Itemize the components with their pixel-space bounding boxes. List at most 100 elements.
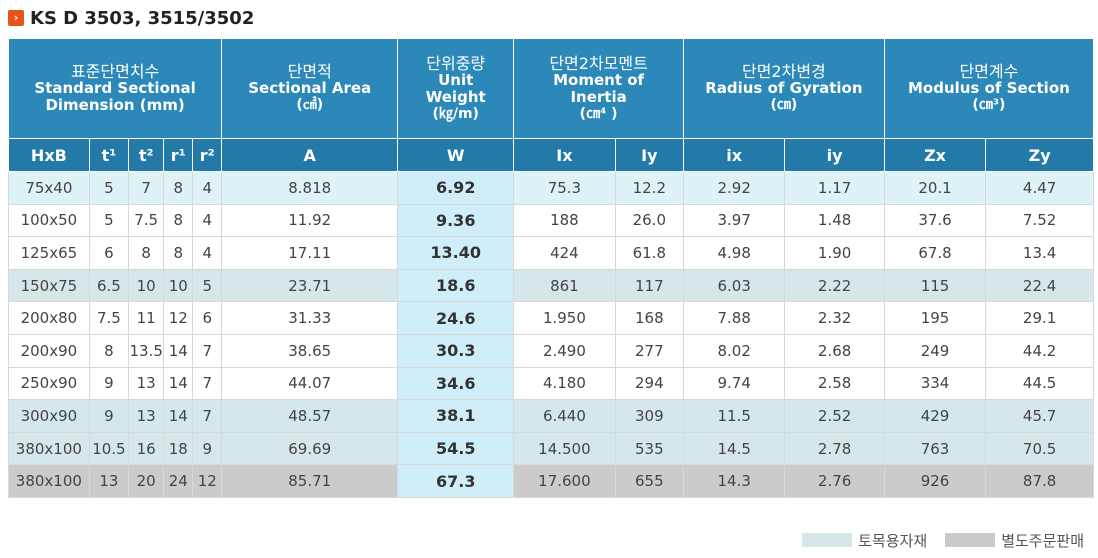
table-cell: 14.5 (682, 431, 786, 466)
header-gyration-unit: (㎝) (770, 97, 798, 113)
column-header: Ix (513, 138, 616, 172)
table-cell: 1.90 (784, 236, 885, 270)
table-cell: 7.5 (128, 203, 165, 238)
table-cell: 8 (163, 171, 194, 205)
table-cell: 117 (614, 268, 684, 303)
table-cell: 763 (883, 431, 987, 466)
table-cell: 6.5 (88, 268, 130, 303)
header-inertia-unit: (㎝⁴ ) (579, 105, 618, 122)
header-modulus-en: Modulus of Section (907, 79, 1070, 97)
table-cell: 12 (192, 464, 223, 498)
table-cell: 8.02 (682, 333, 786, 368)
table-cell: 13 (88, 464, 130, 498)
table-cell: 168 (614, 301, 684, 335)
header-dimension: 표준단면치수 Standard Sectional Dimension (mm) (7, 38, 223, 139)
table-cell: 69.69 (221, 431, 399, 466)
table-cell: 17.11 (221, 236, 399, 270)
column-header: t¹ (88, 138, 130, 172)
table-cell: 1.950 (513, 301, 616, 335)
table-cell: 44.5 (985, 366, 1094, 401)
table-cell: 9 (88, 366, 130, 401)
table-cell: 17.600 (513, 464, 616, 498)
table-cell: 424 (513, 236, 616, 270)
table-row: 300x90 9 13 14 7 48.57 38.1 6.440 309 11.5 2.52 429… (8, 399, 1094, 433)
table-cell: 8 (163, 236, 194, 270)
legend-label: 토목용자재 (858, 531, 928, 550)
table-cell: 7 (192, 366, 223, 401)
column-header: A (221, 138, 399, 172)
table-cell: 9.36 (397, 203, 515, 238)
table-body: 75x40 5 7 8 4 8.818 6.92 75.3 12.2 2.92 1.17 20.1 4.… (8, 171, 1094, 498)
table-cell: 334 (883, 366, 987, 401)
column-header-row: HxB t¹ t² r¹ r² A W Ix Iy ix iy Zx Zy (8, 138, 1094, 172)
table-cell: 429 (883, 399, 987, 433)
table-cell: 655 (614, 464, 684, 498)
table-cell: 5 (192, 268, 223, 303)
header-weight-en1: Unit (438, 70, 474, 89)
table-cell: 14 (163, 333, 194, 368)
table-cell: 150x75 (8, 268, 90, 303)
table-cell: 2.490 (513, 333, 616, 368)
table-cell: 29.1 (985, 301, 1094, 335)
table-cell: 7.5 (88, 301, 130, 335)
table-cell: 2.52 (784, 399, 885, 433)
table-row: 200x80 7.5 11 12 6 31.33 24.6 1.950 168 7.88 2.32 1… (8, 301, 1094, 335)
table-cell: 31.33 (221, 301, 399, 335)
table-cell: 26.0 (614, 203, 684, 238)
table-cell: 18 (163, 431, 194, 466)
table-cell: 6.440 (513, 399, 616, 433)
header-gyration-ko: 단면2차변경 (741, 62, 826, 81)
table-cell: 9 (192, 431, 223, 466)
table-cell: 7 (192, 399, 223, 433)
table-row: 150x75 6.5 10 10 5 23.71 18.6 861 117 6.03 2.22 115… (8, 268, 1094, 303)
table-cell: 115 (883, 268, 987, 303)
table-cell: 2.92 (682, 171, 786, 205)
table-cell: 535 (614, 431, 684, 466)
header-modulus: 단면계수 Modulus of Section (㎝³) (883, 38, 1095, 139)
legend-swatch (945, 533, 996, 547)
header-inertia-en2: Inertia (570, 87, 627, 106)
table-cell: 10 (163, 268, 194, 303)
column-header: Zy (985, 138, 1094, 172)
table-cell: 9.74 (682, 366, 786, 401)
table-cell: 2.78 (784, 431, 885, 466)
legend: 토목용자재 별도주문판매 (784, 530, 1084, 550)
table-row: 380x100 10.5 16 18 9 69.69 54.5 14.500 535 14.5 2.… (8, 431, 1094, 466)
column-header: ix (682, 138, 786, 172)
table-cell: 2.22 (784, 268, 885, 303)
table-cell: 6.03 (682, 268, 786, 303)
legend-swatch (802, 533, 853, 547)
table-cell: 5 (88, 203, 130, 238)
table-cell: 24 (163, 464, 194, 498)
table-cell: 4 (192, 171, 223, 205)
page-title-row: › KS D 3503, 3515/3502 (8, 6, 254, 30)
header-inertia: 단면2차모멘트 Moment of Inertia (㎝⁴ ) (513, 38, 684, 139)
table-cell: 70.5 (985, 431, 1094, 466)
table-cell: 67.3 (397, 464, 515, 498)
table-cell: 85.71 (221, 464, 399, 498)
table-cell: 13.4 (985, 236, 1094, 270)
column-header: HxB (8, 138, 90, 172)
table-cell: 7 (192, 333, 223, 368)
table-cell: 4 (192, 236, 223, 270)
table-cell: 294 (614, 366, 684, 401)
table-cell: 75x40 (8, 171, 90, 205)
table-cell: 38.1 (397, 399, 515, 433)
table-cell: 12.2 (614, 171, 684, 205)
table-row: 200x90 8 13.5 14 7 38.65 30.3 2.490 277 8.02 2.68 2… (8, 333, 1094, 368)
header-weight-en2: Weight (425, 87, 486, 106)
table-cell: 100x50 (8, 203, 90, 238)
table-cell: 3.97 (682, 203, 786, 238)
column-header: r¹ (163, 138, 194, 172)
column-header: Iy (614, 138, 684, 172)
table-cell: 188 (513, 203, 616, 238)
table-cell: 48.57 (221, 399, 399, 433)
header-area-en: Sectional Area (248, 79, 372, 97)
table-cell: 5 (88, 171, 130, 205)
header-dimension-ko: 표준단면치수 (70, 62, 160, 81)
table-cell: 277 (614, 333, 684, 368)
header-modulus-ko: 단면계수 (959, 62, 1019, 81)
table-cell: 125x65 (8, 236, 90, 270)
table-cell: 300x90 (8, 399, 90, 433)
table-cell: 37.6 (883, 203, 987, 238)
